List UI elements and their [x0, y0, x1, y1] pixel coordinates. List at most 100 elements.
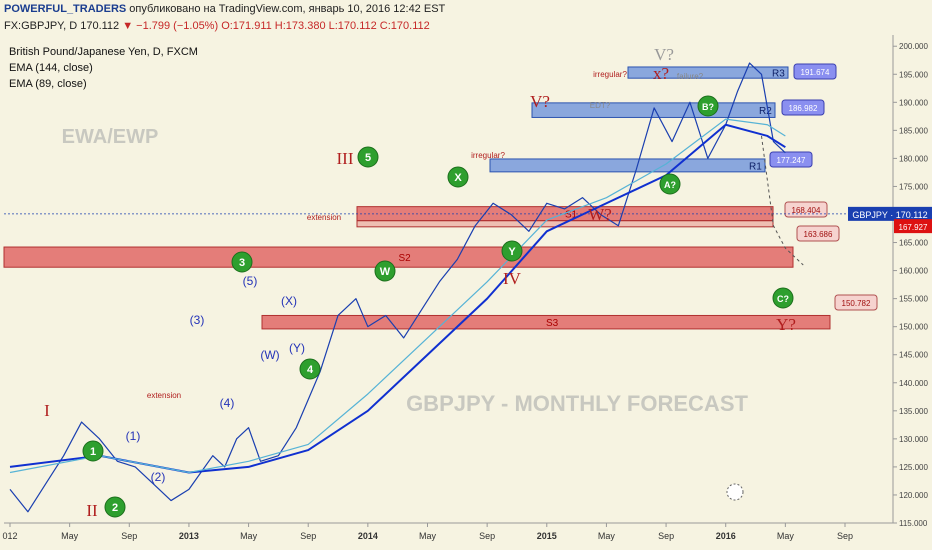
y-tick-label: 195.000	[899, 70, 928, 79]
x-tick-label: 2013	[179, 531, 199, 541]
wave-label-blue: (2)	[151, 470, 166, 484]
price-label: 191.674	[801, 68, 830, 77]
watermark-ewa: EWA/EWP	[62, 126, 159, 148]
x-tick-label: May	[598, 531, 616, 541]
wave-circle-label: X	[454, 172, 462, 184]
x-tick-label: Sep	[837, 531, 853, 541]
x-tick-label: May	[419, 531, 437, 541]
annotation-label: irregular?	[593, 70, 627, 79]
indicator-ema-89[interactable]: EMA (89, close)	[9, 78, 87, 90]
annotation-label: extension	[147, 391, 181, 400]
flag-icon	[726, 483, 744, 501]
wave-circle	[447, 166, 469, 188]
wave-circle-label: W	[380, 266, 391, 278]
price-label: 150.782	[842, 299, 871, 308]
wave-label-blue: (3)	[190, 313, 205, 327]
price-label: 168.404	[792, 206, 821, 215]
price-label: 186.982	[789, 104, 818, 113]
y-tick-label: 165.000	[899, 239, 928, 248]
wave-label-blue: (X)	[281, 294, 297, 308]
x-tick-label: Sep	[658, 531, 674, 541]
zone-label: S2	[399, 253, 412, 264]
y-tick-label: 185.000	[899, 126, 928, 135]
header-line-1: POWERFUL_TRADERS опубликовано на Trading…	[4, 3, 445, 15]
forecast-title: GBPJPY - MONTHLY FORECAST	[406, 391, 748, 416]
wave-circle-label: 1	[90, 446, 96, 458]
wave-circle-label: C?	[777, 294, 789, 304]
wave-label-blue: (4)	[220, 396, 235, 410]
wave-circle-label: 5	[365, 152, 371, 164]
last-price-tag	[848, 206, 932, 221]
series-price	[9, 62, 786, 513]
x-tick-label: 2014	[358, 531, 378, 541]
last-price-tag-text: GBPJPY · 170.112	[852, 210, 927, 220]
wave-circle	[299, 358, 321, 380]
wave-label: x?	[653, 64, 669, 83]
indicator-ema-144[interactable]: EMA (144, close)	[9, 62, 93, 74]
indicator-title: British Pound/Japanese Yen, D, FXCM	[9, 46, 198, 58]
wave-label: Y?	[776, 315, 796, 334]
y-tick-label: 135.000	[899, 407, 928, 416]
y-tick-label: 130.000	[899, 435, 928, 444]
wave-label: V?	[530, 92, 550, 111]
annotation-label: irregular?	[471, 151, 505, 160]
red-price-tag	[894, 219, 932, 234]
y-tick-label: 145.000	[899, 351, 928, 360]
wave-label: III	[337, 149, 354, 168]
zone-label: S1	[565, 210, 578, 221]
last-price: 170.112	[80, 20, 120, 32]
publisher-name[interactable]: POWERFUL_TRADERS	[4, 3, 127, 15]
wave-circle	[772, 287, 794, 309]
change-value: ▼ −1.799 (−1.05%)	[122, 20, 219, 32]
red-price-tag-text: 167.927	[899, 223, 928, 232]
wave-circle	[104, 496, 126, 518]
annotation-label: EDT?	[590, 101, 611, 110]
projection-path	[761, 135, 804, 266]
price-label-box	[781, 99, 825, 116]
annotation-label: failure?	[677, 72, 704, 81]
wave-circle-label: 4	[307, 364, 314, 376]
wave-label: I	[44, 401, 50, 420]
zone-r3	[627, 66, 789, 79]
zone-label: R2	[759, 106, 772, 117]
price-label: 177.247	[777, 156, 806, 165]
series-ema144	[9, 123, 786, 474]
price-label-box	[796, 225, 840, 242]
wave-label-blue: (1)	[126, 429, 141, 443]
zone-s2	[3, 246, 794, 268]
wave-label: IV	[503, 269, 522, 288]
wave-circle	[82, 440, 104, 462]
wave-circle-label: 2	[112, 502, 118, 514]
wave-circle	[374, 260, 396, 282]
y-tick-label: 150.000	[899, 323, 928, 332]
series-ema89	[9, 118, 786, 474]
wave-circle-label: A?	[664, 180, 676, 190]
x-tick-label: 012	[2, 531, 17, 541]
x-tick-label: May	[240, 531, 258, 541]
wave-label: V?	[654, 45, 674, 64]
x-tick-label: Sep	[300, 531, 316, 541]
y-tick-label: 160.000	[899, 267, 928, 276]
wave-circle	[659, 173, 681, 195]
annotation-label: extension	[307, 213, 341, 222]
x-tick-label: Sep	[479, 531, 495, 541]
y-tick-label: 155.000	[899, 295, 928, 304]
wave-label-blue: (Y)	[289, 341, 305, 355]
y-tick-label: 140.000	[899, 379, 928, 388]
zone-label: R3	[772, 69, 785, 80]
price-label-box	[834, 294, 878, 311]
wave-circle-label: 3	[239, 257, 245, 269]
zone-label: S3	[546, 318, 559, 329]
y-tick-label: 115.000	[899, 519, 928, 528]
header-line-2: FX:GBPJPY, D 170.112 ▼ −1.799 (−1.05%) O…	[4, 20, 430, 32]
y-tick-label: 190.000	[899, 98, 928, 107]
wave-circle	[357, 146, 379, 168]
wave-circle	[501, 240, 523, 262]
symbol-line: FX:GBPJPY, D	[4, 20, 78, 32]
wave-circle	[231, 251, 253, 273]
x-tick-label: May	[61, 531, 79, 541]
price-label: 163.686	[804, 230, 833, 239]
wave-circle-label: B?	[702, 102, 714, 112]
x-tick-label: May	[777, 531, 795, 541]
